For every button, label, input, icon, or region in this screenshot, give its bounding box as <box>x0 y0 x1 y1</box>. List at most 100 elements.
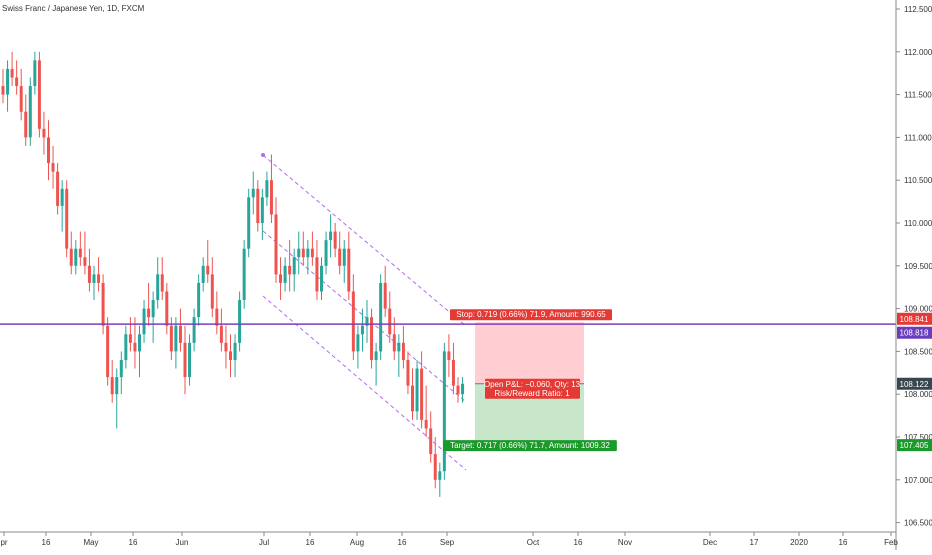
candle-body <box>406 359 410 386</box>
candle-body <box>165 291 169 326</box>
candle-body <box>178 325 182 343</box>
candle-body <box>447 351 451 360</box>
price-tick-label: 112.500 <box>904 5 932 14</box>
candle-body <box>324 240 328 266</box>
stop-label-group: Stop: 0.719 (0.66%) 71.9, Amount: 990.65 <box>450 309 612 321</box>
candle-body <box>106 325 110 378</box>
time-tick-label: 17 <box>750 538 759 547</box>
candle-body <box>283 265 287 283</box>
candle-body <box>388 308 392 335</box>
candle-body <box>33 60 37 87</box>
candle-body <box>215 308 219 326</box>
candle-body <box>260 197 264 223</box>
price-label-target: 107.405 <box>900 441 929 450</box>
candle-body <box>206 265 210 275</box>
candle-body <box>10 68 14 78</box>
candle-body <box>356 334 360 352</box>
candle-body <box>383 282 387 309</box>
candle-body <box>74 248 78 266</box>
price-tick-label: 106.500 <box>904 519 932 528</box>
candle-body <box>265 180 269 198</box>
candle-body <box>370 317 374 360</box>
candle-body <box>360 325 364 335</box>
open-pnl-bg <box>485 378 580 399</box>
price-tick-label: 108.500 <box>904 347 932 356</box>
price-label-last: 108.122 <box>900 380 929 389</box>
candle-body <box>138 334 141 352</box>
channel-line[interactable] <box>262 154 467 327</box>
target-label: Target: 0.717 (0.66%) 71.7, Amount: 1009… <box>450 441 610 450</box>
candle-body <box>60 188 64 206</box>
price-tick-label: 110.000 <box>904 219 932 228</box>
candle-body <box>401 342 405 360</box>
candle-body <box>192 317 196 343</box>
position-labels: Stop: 0.719 (0.66%) 71.9, Amount: 990.65… <box>443 309 617 452</box>
price-label-hline: 108.818 <box>900 329 929 338</box>
candle-body <box>392 334 396 352</box>
candle-body <box>124 334 128 360</box>
price-label-stop-bg <box>897 312 932 325</box>
candle-body <box>183 342 187 378</box>
time-tick-label: 16 <box>839 538 848 547</box>
time-tick-label: 16 <box>306 538 315 547</box>
time-tick-label: pr <box>0 538 7 547</box>
open-pnl-label: Open P&L: −0.060, Qty: 13 <box>484 380 581 389</box>
channel-line[interactable] <box>262 230 467 403</box>
candle-body <box>97 274 101 283</box>
candle-body <box>56 171 60 206</box>
time-tick-label: Sep <box>440 538 455 547</box>
candle-body <box>65 188 69 249</box>
target-label-group: Target: 0.717 (0.66%) 71.7, Amount: 1009… <box>443 440 617 452</box>
candle-body <box>310 248 314 258</box>
candle-body <box>351 291 355 352</box>
candle-body <box>420 368 424 420</box>
candle-body <box>320 265 323 292</box>
candle-body <box>28 86 32 138</box>
price-label-hline-bg <box>897 326 932 339</box>
time-tick-label: 16 <box>398 538 407 547</box>
price-tick-label: 107.500 <box>904 433 932 442</box>
time-tick-label: Jun <box>176 538 189 547</box>
time-tick-label: Oct <box>527 538 540 547</box>
stop-zone <box>475 322 584 384</box>
channel-line[interactable] <box>262 295 467 471</box>
price-tick-label: 112.000 <box>904 48 932 57</box>
stop-label: Stop: 0.719 (0.66%) 71.9, Amount: 990.65 <box>456 310 606 319</box>
price-tick-label: 109.000 <box>904 305 932 314</box>
candle-body <box>269 180 273 215</box>
candle-body <box>442 351 446 472</box>
channel-handle[interactable] <box>261 153 265 157</box>
candle-body <box>147 308 151 318</box>
candle-body <box>374 351 378 360</box>
candle-body <box>142 308 146 335</box>
time-tick-label: Aug <box>350 538 364 547</box>
stop-label-bg <box>450 309 612 321</box>
candle-body <box>47 137 50 164</box>
target-label-bg <box>443 440 617 452</box>
candle-body <box>110 377 114 395</box>
price-tick-label: 107.000 <box>904 476 932 485</box>
time-tick-label: Jul <box>259 538 269 547</box>
candle-body <box>247 197 251 249</box>
candle-body <box>101 282 105 326</box>
trend-channel[interactable] <box>261 153 467 471</box>
candle-body <box>151 300 155 318</box>
candle-body <box>347 248 351 292</box>
candle-body <box>424 419 428 429</box>
candle-body <box>37 60 41 129</box>
candle-body <box>333 231 337 249</box>
candle-body <box>197 282 201 318</box>
candle-body <box>461 383 465 395</box>
candle-body <box>242 248 246 301</box>
candle-body <box>24 111 28 138</box>
candle-body <box>133 342 137 352</box>
price-tick-label: 111.000 <box>904 133 932 142</box>
candle-body <box>78 248 82 258</box>
candle-body <box>365 317 369 326</box>
candle-body <box>15 77 19 87</box>
candle-body <box>288 265 292 275</box>
